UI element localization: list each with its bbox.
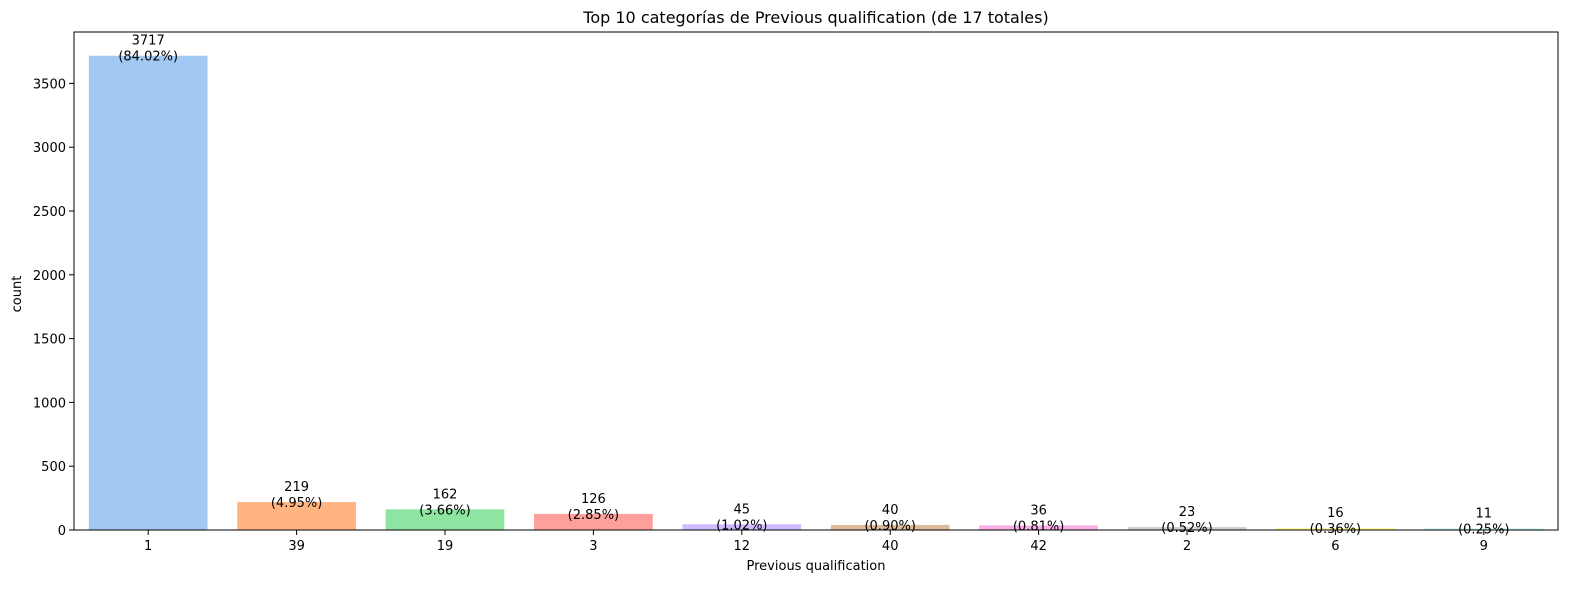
data-label-count: 11 (1476, 507, 1493, 522)
y-tick-label: 2000 (33, 269, 66, 284)
x-tick-label: 6 (1331, 539, 1339, 554)
data-label-percent: (84.02%) (118, 50, 178, 65)
data-labels-group: 3717(84.02%) 219(4.95%) 162(3.66%) 126(2.85… (118, 34, 1509, 538)
data-label-count: 16 (1327, 506, 1344, 521)
data-label-count: 23 (1179, 505, 1196, 520)
data-label-count: 40 (882, 503, 899, 518)
y-tick-label: 0 (58, 524, 66, 539)
x-tick-label: 9 (1480, 539, 1488, 554)
y-tick-label: 2500 (33, 205, 66, 220)
x-tick-label: 39 (288, 539, 305, 554)
x-tick-label: 1 (144, 539, 152, 554)
data-label-percent: (0.81%) (1013, 519, 1064, 534)
bar (88, 55, 208, 530)
data-label-percent: (0.52%) (1161, 521, 1212, 536)
y-tick-label: 3000 (33, 141, 66, 156)
x-tick-label: 40 (882, 539, 899, 554)
data-label-percent: (3.66%) (419, 503, 470, 518)
y-axis-label: count (10, 276, 25, 313)
bar (682, 524, 802, 530)
data-label-count: 36 (1030, 503, 1047, 518)
x-tick-label: 42 (1030, 539, 1047, 554)
y-tick-label: 1000 (33, 396, 66, 411)
chart-title: Top 10 categorías de Previous qualificat… (582, 8, 1048, 27)
bar (237, 502, 356, 530)
bar (534, 513, 653, 530)
data-label-count: 126 (581, 492, 606, 507)
x-tick-label: 3 (589, 539, 597, 554)
bar (1276, 527, 1395, 530)
bar (979, 525, 1098, 530)
y-tick-label: 1500 (33, 333, 66, 348)
x-tick-label: 2 (1183, 539, 1191, 554)
x-tick-label: 12 (734, 539, 751, 554)
bar (830, 524, 950, 530)
data-label-percent: (4.95%) (271, 496, 322, 511)
data-label-percent: (2.85%) (568, 508, 619, 523)
bar (385, 509, 505, 530)
data-label-count: 219 (284, 480, 309, 495)
data-label-percent: (0.36%) (1310, 522, 1361, 537)
data-label-count: 3717 (132, 34, 165, 49)
x-tick-label: 19 (437, 539, 454, 554)
bar (1127, 527, 1247, 530)
bar (1424, 528, 1544, 530)
x-axis: 1 39 19 3 12 40 42 2 6 9 (144, 530, 1488, 554)
x-axis-label: Previous qualification (747, 559, 886, 574)
y-tick-label: 500 (41, 460, 66, 475)
y-axis: 0 500 1000 1500 2000 2500 3000 3500 (33, 77, 74, 539)
y-tick-label: 3500 (33, 77, 66, 92)
plot-frame (73, 31, 1559, 531)
data-label-count: 45 (734, 502, 751, 517)
data-label-count: 162 (433, 487, 458, 502)
bars-group (88, 55, 1544, 530)
